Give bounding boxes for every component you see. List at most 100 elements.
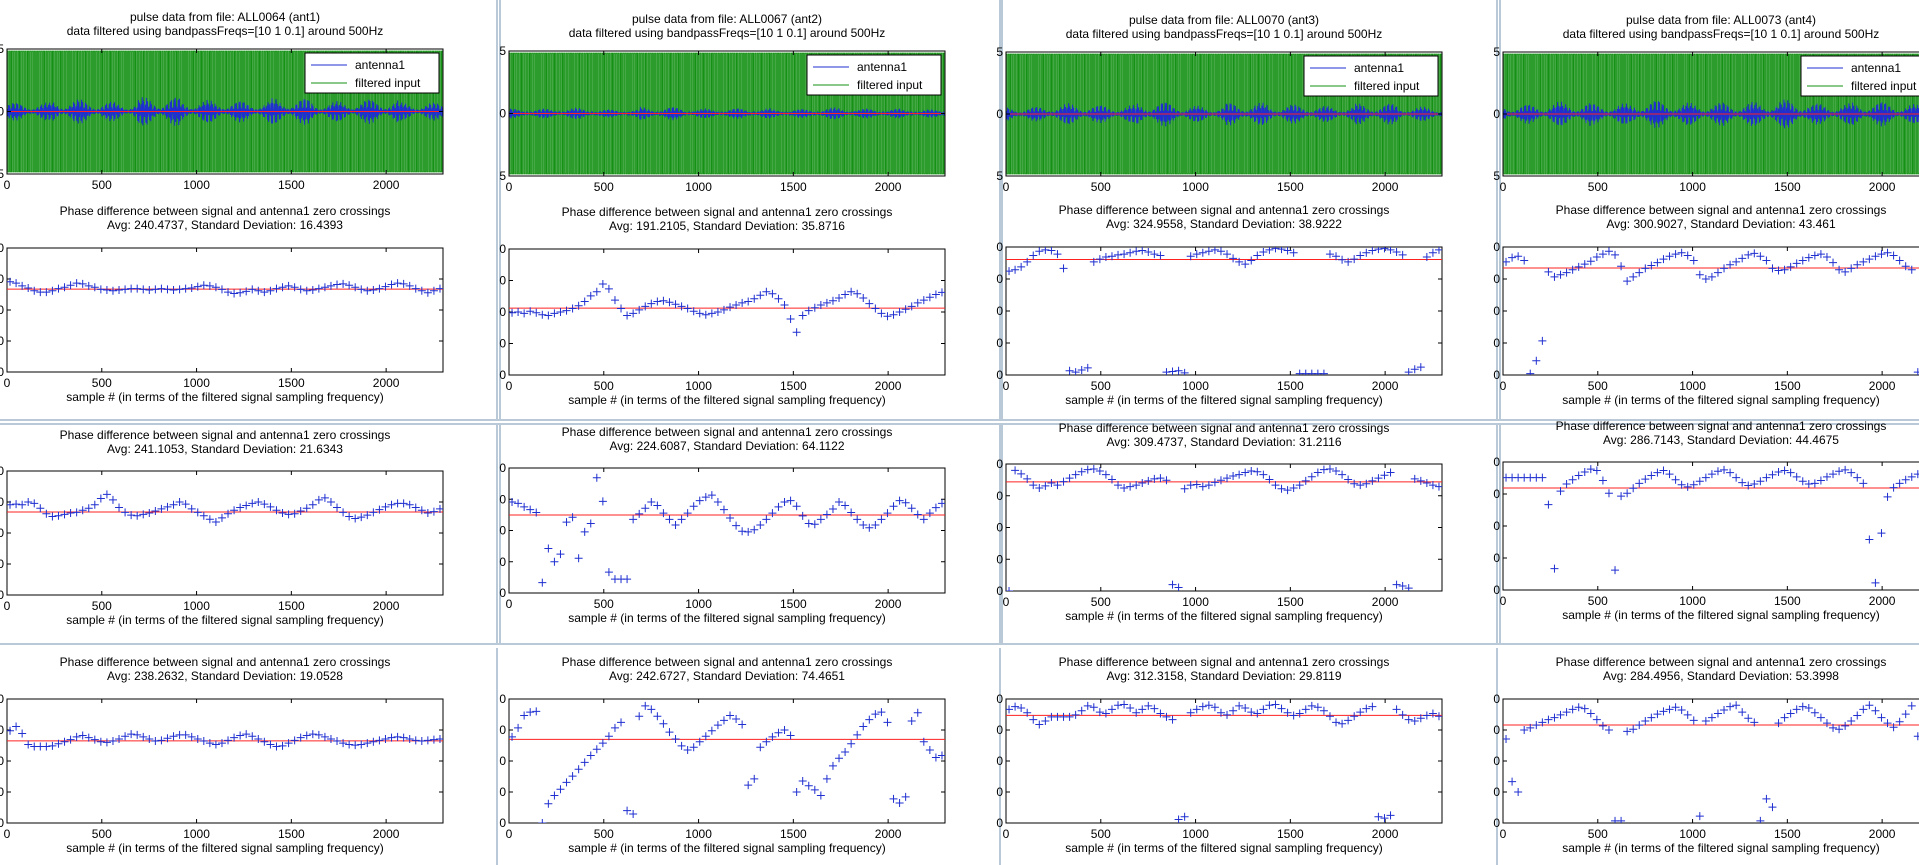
- data-point: [230, 733, 239, 742]
- data-point: [677, 741, 686, 750]
- data-point: [1229, 706, 1238, 715]
- data-point: [841, 748, 850, 757]
- data-point: [24, 498, 33, 506]
- data-point: [1877, 713, 1886, 722]
- data-point: [1374, 247, 1383, 254]
- data-point: [665, 298, 674, 307]
- data-point: [871, 710, 880, 719]
- data-point: [1029, 715, 1038, 724]
- y-tick-label: 0: [499, 692, 506, 706]
- chart-subtitle: Avg: 312.3158, Standard Deviation: 29.81…: [1106, 669, 1341, 683]
- x-tick-label: 1500: [1277, 827, 1304, 841]
- x-tick-label: 2000: [373, 599, 400, 613]
- data-point: [48, 286, 57, 295]
- data-point: [1198, 702, 1207, 711]
- data-point: [895, 799, 904, 808]
- data-point: [623, 806, 632, 815]
- chart-subtitle: data filtered using bandpassFreqs=[10 1 …: [67, 24, 384, 38]
- data-point: [1132, 247, 1141, 256]
- scatter-marks: [509, 701, 945, 823]
- data-point: [1168, 367, 1177, 375]
- data-point: [1356, 708, 1365, 717]
- data-point: [1744, 250, 1753, 259]
- data-point: [1641, 475, 1650, 484]
- data-point: [1041, 717, 1050, 726]
- data-point: [1071, 470, 1080, 479]
- figure-window-frame: [999, 423, 1501, 645]
- data-point: [586, 291, 595, 300]
- data-point: [1114, 250, 1123, 259]
- data-point: [774, 728, 783, 737]
- data-point: [1083, 701, 1092, 710]
- data-point: [260, 737, 269, 746]
- chart-title: pulse data from file: ALL0064 (ant1): [130, 10, 320, 24]
- data-point: [1271, 700, 1280, 709]
- plot-axes-box: [508, 248, 946, 376]
- data-point: [1538, 336, 1547, 345]
- chart-panel: Phase difference between signal and ante…: [0, 428, 444, 627]
- data-point: [429, 507, 438, 516]
- scatter-marks: [1006, 247, 1442, 375]
- legend-label: antenna1: [1354, 61, 1404, 75]
- data-point: [671, 520, 680, 529]
- data-point: [1301, 705, 1310, 714]
- data-point: [369, 508, 378, 517]
- data-point: [230, 289, 239, 298]
- data-point: [1689, 716, 1698, 725]
- data-point: [1756, 816, 1765, 823]
- data-point: [236, 731, 245, 740]
- data-point: [1150, 474, 1159, 483]
- data-point: [18, 281, 27, 290]
- data-point: [744, 297, 753, 306]
- data-point: [1362, 248, 1371, 257]
- chart-title: Phase difference between signal and ante…: [1556, 203, 1887, 217]
- data-point: [1865, 255, 1874, 264]
- x-tick-label: 1500: [1774, 827, 1801, 841]
- series-antenna1: [7, 97, 443, 126]
- chart-panel: pulse data from file: ALL0067 (ant2)data…: [499, 12, 946, 194]
- data-point: [1853, 260, 1862, 269]
- data-point: [828, 504, 837, 513]
- data-point: [127, 511, 136, 520]
- data-point: [1416, 714, 1425, 723]
- data-point: [1895, 479, 1904, 488]
- x-tick-label: 0: [1003, 595, 1010, 609]
- x-tick-label: 2000: [1372, 827, 1399, 841]
- data-point: [181, 284, 190, 293]
- x-tick-label: 1000: [685, 597, 712, 611]
- x-tick-label: 1500: [1774, 594, 1801, 608]
- data-point: [320, 493, 329, 502]
- data-point: [1350, 255, 1359, 264]
- chart-title: Phase difference between signal and ante…: [562, 425, 893, 439]
- data-point: [1580, 704, 1589, 713]
- data-point: [810, 785, 819, 794]
- data-point: [1508, 253, 1517, 262]
- data-point: [544, 311, 553, 320]
- data-point: [1006, 705, 1014, 714]
- data-point: [913, 510, 922, 519]
- data-point: [139, 732, 148, 741]
- data-point: [351, 514, 360, 523]
- data-point: [133, 284, 142, 293]
- data-point: [242, 287, 251, 296]
- data-point: [1562, 480, 1571, 489]
- data-point: [574, 554, 583, 563]
- data-point: [604, 732, 613, 741]
- chart-title: pulse data from file: ALL0073 (ant4): [1626, 13, 1816, 27]
- data-point: [1744, 481, 1753, 490]
- data-point: [695, 737, 704, 746]
- data-point: [333, 737, 342, 746]
- data-point: [913, 708, 922, 717]
- data-point: [1138, 705, 1147, 714]
- chart-title: Phase difference between signal and ante…: [1059, 655, 1390, 669]
- data-point: [931, 753, 940, 762]
- data-point: [357, 285, 366, 294]
- x-tick-label: 500: [1588, 180, 1608, 194]
- x-axis-label: sample # (in terms of the filtered signa…: [1065, 841, 1382, 855]
- chart-title: Phase difference between signal and ante…: [1059, 203, 1390, 217]
- data-point: [1095, 255, 1104, 264]
- data-point: [1635, 268, 1644, 277]
- data-point: [659, 509, 668, 518]
- data-point: [1434, 712, 1442, 721]
- data-point: [1362, 704, 1371, 713]
